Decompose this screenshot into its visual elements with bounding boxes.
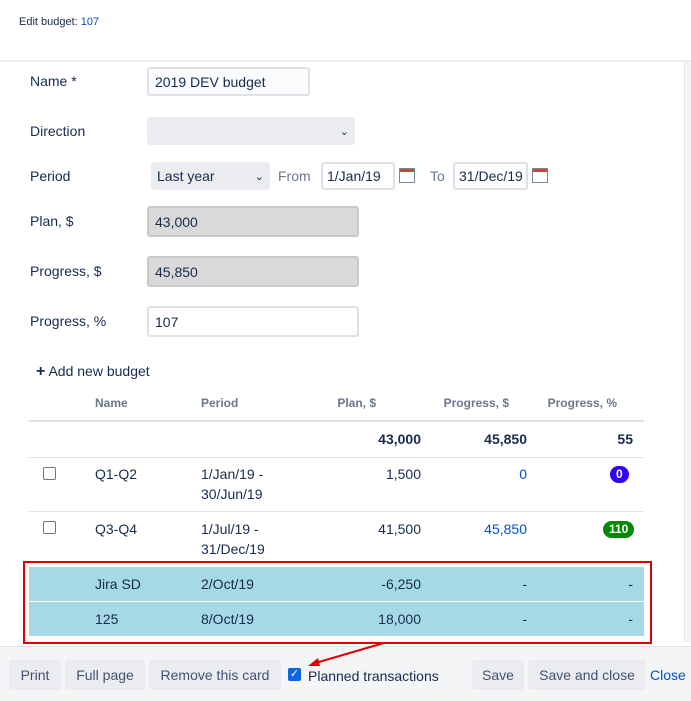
transaction-plan: -6,250 — [381, 576, 421, 592]
name-input[interactable]: 2019 DEV budget — [147, 67, 310, 96]
row-checkbox[interactable] — [43, 521, 56, 534]
transaction-pct: - — [628, 576, 633, 592]
save-and-close-button[interactable]: Save and close — [528, 660, 646, 690]
transaction-plan: 18,000 — [378, 611, 421, 627]
transaction-date: 2/Oct/19 — [201, 576, 254, 592]
total-pct: 55 — [617, 431, 633, 447]
transaction-pct: - — [628, 611, 633, 627]
calendar-icon[interactable] — [532, 168, 548, 183]
period-select[interactable]: Last year ⌄ — [151, 162, 270, 190]
row-name: Q3-Q4 — [95, 521, 138, 537]
period-value: Last year — [157, 168, 215, 184]
from-label: From — [278, 168, 311, 184]
row-period-end: 30/Jun/19 — [201, 486, 263, 502]
row-pct-badge: 0 — [610, 466, 629, 483]
transaction-name: 125 — [95, 611, 119, 627]
to-date-input[interactable]: 31/Dec/19 — [453, 162, 528, 190]
row-progress-link[interactable]: 45,850 — [484, 521, 527, 537]
total-progress: 45,850 — [484, 431, 527, 447]
total-plan: 43,000 — [378, 431, 421, 447]
row-pct-badge: 110 — [603, 521, 635, 538]
transaction-progress: - — [522, 611, 527, 627]
dialog-header: Edit budget: 107 — [19, 16, 99, 28]
save-button[interactable]: Save — [472, 660, 524, 690]
col-progress: Progress, $ — [443, 396, 509, 410]
from-date-input[interactable]: 1/Jan/19 — [321, 162, 395, 190]
col-progress-pct: Progress, % — [547, 396, 617, 410]
row-name: Q1-Q2 — [95, 466, 138, 482]
planned-transaction-row: Jira SD 2/Oct/19 -6,250 - - — [29, 567, 644, 601]
name-label: Name * — [30, 73, 77, 89]
scrollbar[interactable] — [684, 62, 691, 642]
progress-input: 45,850 — [147, 256, 359, 287]
row-period-end: 31/Dec/19 — [201, 541, 265, 557]
transaction-name: Jira SD — [95, 576, 141, 592]
dialog-title: Edit budget: — [19, 16, 78, 28]
remove-card-button[interactable]: Remove this card — [149, 660, 281, 690]
budget-id-link[interactable]: 107 — [80, 16, 100, 28]
print-button[interactable]: Print — [9, 660, 61, 690]
row-plan: 41,500 — [378, 521, 421, 537]
header-divider — [29, 420, 644, 422]
annotation-highlight-box — [23, 561, 652, 644]
row-divider — [29, 457, 644, 458]
row-period: 1/Jan/19 - — [201, 466, 264, 482]
planned-transaction-row: 125 8/Oct/19 18,000 - - — [29, 602, 644, 636]
col-plan: Plan, $ — [337, 396, 376, 410]
plus-icon: + — [36, 363, 46, 380]
plan-input: 43,000 — [147, 206, 359, 237]
chevron-down-icon: ⌄ — [339, 125, 349, 138]
plan-label: Plan, $ — [30, 213, 74, 229]
progress-pct-input[interactable]: 107 — [147, 306, 359, 337]
progress-label: Progress, $ — [30, 263, 102, 279]
period-label: Period — [30, 168, 71, 184]
full-page-button[interactable]: Full page — [65, 660, 145, 690]
add-new-budget-button[interactable]: + Add new budget — [36, 363, 150, 381]
row-progress-link[interactable]: 0 — [519, 466, 527, 482]
add-new-budget-label: Add new budget — [48, 363, 150, 379]
planned-transactions-checkbox[interactable]: ✓ — [288, 668, 301, 681]
row-divider — [29, 511, 644, 512]
col-period: Period — [201, 396, 239, 410]
close-link[interactable]: Close — [650, 667, 686, 683]
direction-label: Direction — [30, 123, 86, 139]
row-plan: 1,500 — [385, 466, 421, 482]
progress-pct-label: Progress, % — [30, 313, 107, 329]
calendar-icon[interactable] — [399, 168, 415, 183]
transaction-progress: - — [522, 576, 527, 592]
header-divider — [0, 60, 691, 62]
row-checkbox[interactable] — [43, 467, 56, 480]
planned-transactions-label[interactable]: Planned transactions — [308, 668, 439, 684]
direction-select[interactable]: ⌄ — [147, 117, 355, 145]
to-label: To — [430, 168, 445, 184]
annotation-arrow — [308, 642, 385, 666]
row-period: 1/Jul/19 - — [201, 521, 259, 537]
chevron-down-icon: ⌄ — [254, 170, 264, 183]
col-name: Name — [95, 396, 128, 410]
transaction-date: 8/Oct/19 — [201, 611, 254, 627]
